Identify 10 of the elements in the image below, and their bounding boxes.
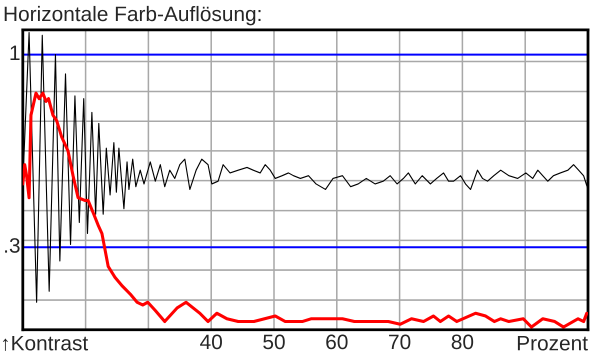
x-tick-label: 60 bbox=[326, 334, 348, 350]
text: ↑Kontrast bbox=[2, 336, 88, 351]
x-tick-label: 50 bbox=[263, 334, 285, 350]
ref-line-label: .3 bbox=[5, 238, 20, 253]
x-tick-label: 80 bbox=[452, 334, 474, 350]
x-tick-label: 70 bbox=[389, 334, 410, 350]
ref-line-label: 1 bbox=[10, 46, 20, 60]
x-axis-title: Prozent bbox=[518, 336, 588, 350]
chart-title: Horizontale Farb-Auflösung: bbox=[4, 6, 261, 26]
x-tick-label: 40 bbox=[200, 334, 222, 350]
